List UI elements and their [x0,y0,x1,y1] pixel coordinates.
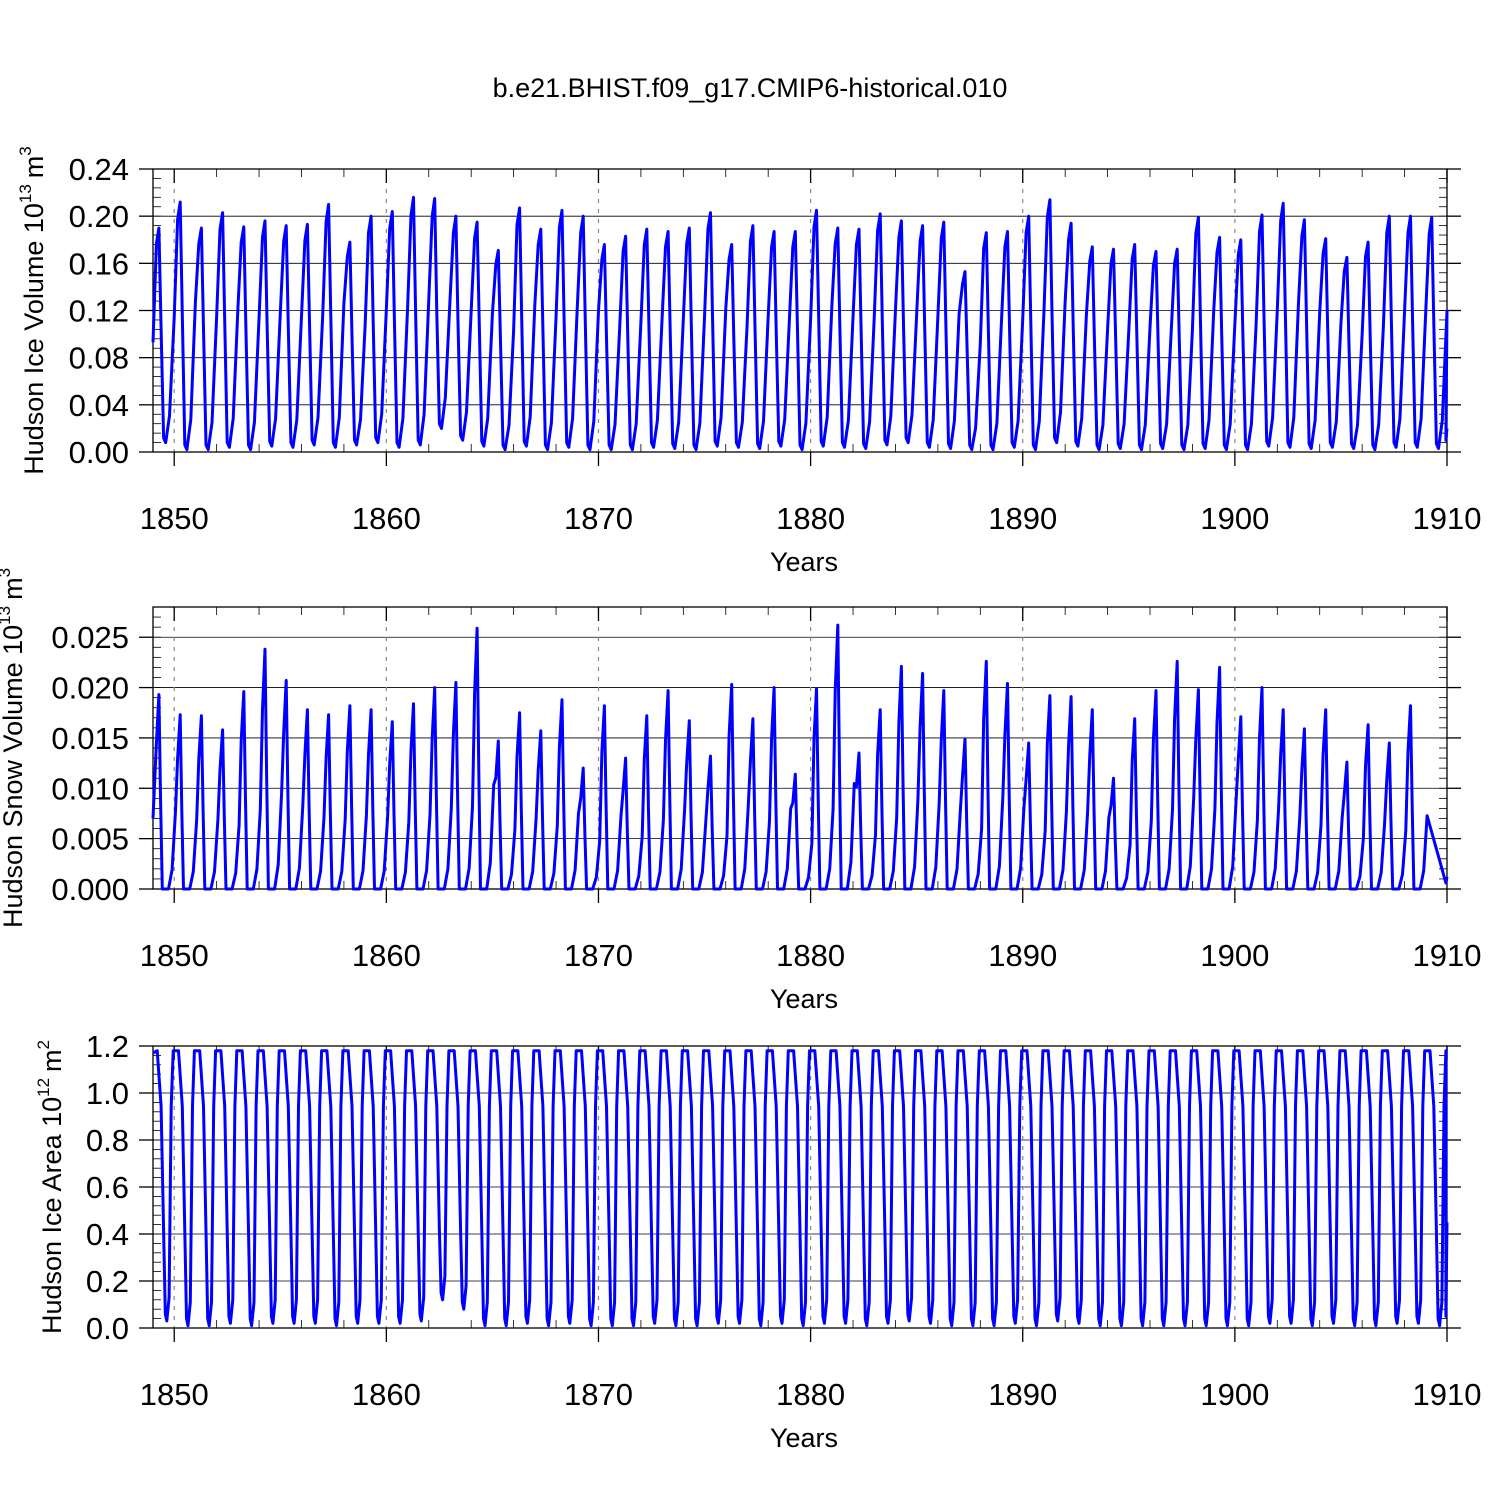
y-tick-label: 0.2 [86,1264,129,1299]
y-tick-label: 0.6 [86,1170,129,1205]
x-tick-label: 1900 [1200,938,1269,973]
y-axis-title-unit-exponent: 3 [0,568,14,577]
y-axis-title-main: Hudson Snow Volume 10 [0,625,28,928]
x-tick-label: 1900 [1200,1377,1269,1412]
x-tick-label: 1890 [988,1377,1057,1412]
x-tick-label: 1880 [776,938,845,973]
y-tick-label: 0.010 [51,771,129,806]
y-axis-title-unit-exponent: 2 [34,1040,53,1049]
y-tick-label: 0.005 [51,822,129,857]
series-line [151,623,1449,891]
y-axis-title: Hudson Ice Volume 1013 m3 [16,146,49,475]
y-tick-label: 0.08 [69,341,129,376]
snow-volume-panel: 1850 1860 1870 1880 1890 1900 1910 0.000 0.005 0.… [0,568,1481,1014]
y-axis-title-exponent: 13 [0,606,14,625]
y-axis-title-unit: m [19,156,49,179]
ice-volume-panel: 1850 1860 1870 1880 1890 1900 1910 0.00 0.04 0.08… [16,146,1481,577]
y-axis-title-unit: m [37,1049,67,1072]
x-tick-label: 1870 [564,501,633,536]
x-tick-label: 1910 [1413,938,1482,973]
y-tick-label: 0.24 [69,152,129,187]
y-axis-title-unit-exponent: 3 [16,146,35,155]
y-tick-label: 0.12 [69,294,129,329]
x-tick-label: 1860 [352,1377,421,1412]
y-tick-label: 0.0 [86,1311,129,1346]
x-tick-label: 1890 [988,501,1057,536]
y-axis-title-exponent: 13 [16,184,35,203]
y-tick-label: 1.0 [86,1076,129,1111]
x-axis-title: Years [770,984,838,1014]
x-axis-title: Years [770,1423,838,1453]
y-tick-label: 0.00 [69,435,129,470]
y-axis-title-main: Hudson Ice Volume 10 [19,203,49,475]
y-tick-label: 0.04 [69,388,129,423]
y-tick-label: 0.16 [69,246,129,281]
figure-title: b.e21.BHIST.f09_g17.CMIP6-historical.010 [493,73,1008,103]
y-tick-label: 1.2 [86,1029,129,1064]
series-line [151,195,1449,452]
x-tick-label: 1850 [140,1377,209,1412]
x-axis-title: Years [770,547,838,577]
x-tick-label: 1860 [352,501,421,536]
y-axis-title: Hudson Ice Area 1012 m2 [34,1040,67,1334]
ice-area-panel: 1850 1860 1870 1880 1890 1900 1910 0.0 0.2 0.4 0.6… [34,1029,1481,1453]
x-tick-label: 1890 [988,938,1057,973]
x-tick-label: 1870 [564,938,633,973]
x-tick-label: 1860 [352,938,421,973]
x-tick-label: 1870 [564,1377,633,1412]
y-tick-label: 0.020 [51,671,129,706]
y-tick-label: 0.025 [51,620,129,655]
y-axis-title-exponent: 12 [34,1078,53,1097]
x-tick-label: 1910 [1413,501,1482,536]
y-axis-title: Hudson Snow Volume 1013 m3 [0,568,28,928]
y-axis-title-unit: m [0,577,28,600]
series-line [152,1049,1449,1328]
x-tick-label: 1880 [776,1377,845,1412]
x-tick-label: 1850 [140,938,209,973]
y-tick-label: 0.4 [86,1217,129,1252]
x-tick-label: 1880 [776,501,845,536]
y-tick-label: 0.000 [51,872,129,907]
y-tick-label: 0.015 [51,721,129,756]
y-axis-title-main: Hudson Ice Area 10 [37,1097,67,1334]
y-tick-label: 0.20 [69,199,129,234]
x-tick-label: 1910 [1413,1377,1482,1412]
y-tick-label: 0.8 [86,1123,129,1158]
x-tick-label: 1900 [1200,501,1269,536]
x-tick-label: 1850 [140,501,209,536]
